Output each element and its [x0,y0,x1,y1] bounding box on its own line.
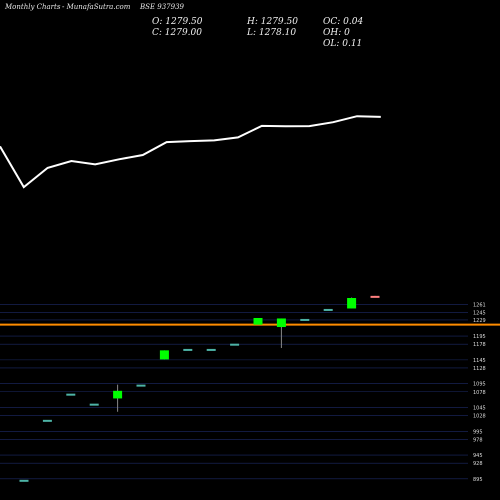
ohlc-ol: OL: 0.11 [323,39,362,49]
y-tick-label: 1045 [473,405,486,411]
y-tick-label: 1229 [473,318,486,324]
candle [300,318,310,321]
trend-line-layer [0,115,381,189]
candle [370,295,380,298]
candle [230,343,240,346]
symbol-label: BSE 937939 [139,3,185,11]
y-tick-label: 928 [473,461,483,467]
candle-body [183,348,193,351]
candle [42,419,52,422]
candle-body [300,318,310,321]
y-tick-label: 1095 [473,382,486,388]
y-tick-label: 1261 [473,303,486,309]
trend-line [0,115,381,189]
candle [323,308,333,311]
candle [113,384,123,412]
candle-body [347,298,357,309]
y-tick-label: 1078 [473,390,486,396]
y-tick-label: 945 [473,453,483,459]
y-tick-label: 1195 [473,334,486,340]
candle-body [42,419,52,422]
candle [66,393,76,396]
candle-body [113,390,123,399]
candle-body [323,308,333,311]
candle-body [276,318,286,328]
ohlc-low: L: 1278.10 [246,28,296,38]
candle-body [136,384,146,387]
candle [89,403,99,406]
ohlc-close: C: 1279.00 [152,28,202,38]
candle [159,350,169,360]
candle [136,384,146,387]
ohlc-high: H: 1279.50 [246,17,298,27]
candle [347,297,357,309]
y-tick-label: 1245 [473,310,486,316]
y-tick-label: 1028 [473,414,486,420]
ohlc-open: O: 1279.50 [152,17,203,27]
candles [19,295,380,482]
y-tick-label: 895 [473,477,483,483]
y-tick-label: 995 [473,429,483,435]
candle-body [159,350,169,360]
chart-period-label: Monthly Charts [4,3,61,11]
candle [253,317,263,325]
candle-body [370,295,380,298]
ohlc-oc: OC: 0.04 [323,17,363,27]
candle-body [230,343,240,346]
y-tick-label: 1128 [473,366,486,372]
candle-body [89,403,99,406]
candle-body [253,317,263,325]
y-tick-label: 1145 [473,358,486,364]
y-tick-label: 1178 [473,342,486,348]
site-name: - MunafaSutra.com [62,3,131,11]
y-tick-label: 978 [473,437,483,443]
candle-body [19,479,29,482]
candle [183,348,193,351]
candle [276,318,286,348]
ohlc-oh: OH: 0 [323,28,350,38]
candle [206,348,216,351]
candle [19,479,29,482]
candle-body [66,393,76,396]
candle-body [206,348,216,351]
